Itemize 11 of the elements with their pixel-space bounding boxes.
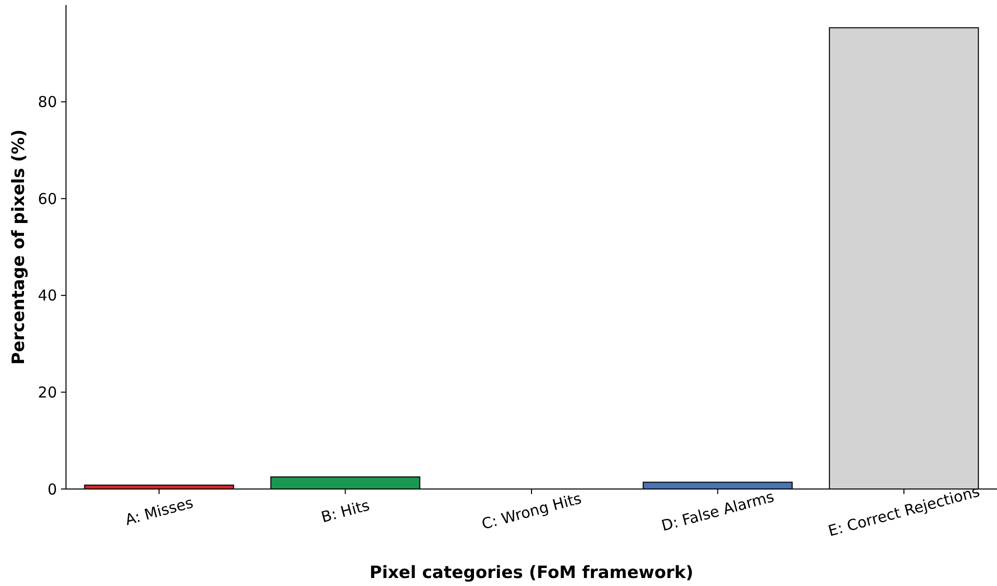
y-tick-label: 0	[47, 480, 57, 498]
x-tick-label: C: Wrong Hits	[480, 489, 584, 534]
x-tick-label: B: Hits	[319, 496, 372, 526]
y-axis-title: Percentage of pixels (%)	[9, 129, 29, 365]
y-tick-label: 20	[38, 383, 57, 402]
y-tick-label: 40	[38, 286, 57, 305]
x-axis-title: Pixel categories (FoM framework)	[370, 563, 694, 583]
x-tick-label: A: Misses	[123, 493, 196, 529]
x-tick-label: D: False Alarms	[660, 488, 776, 535]
y-tick-label: 80	[38, 93, 57, 112]
y-tick-label: 60	[38, 190, 57, 208]
